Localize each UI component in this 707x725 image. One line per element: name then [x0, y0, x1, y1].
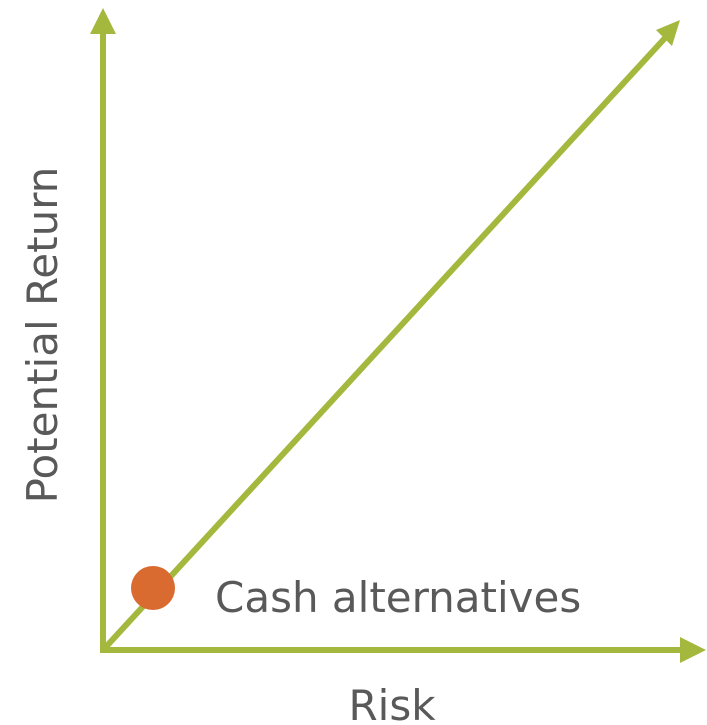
point-marker: [131, 566, 175, 610]
point-label: Cash alternatives: [215, 573, 581, 622]
axes: [90, 8, 706, 663]
y-axis-arrow: [90, 8, 116, 34]
trend-arrow: [656, 20, 680, 46]
trend-line: [101, 35, 668, 652]
x-axis-label: Risk: [348, 681, 436, 725]
x-axis-arrow: [680, 637, 706, 663]
y-axis-label: Potential Return: [18, 167, 67, 504]
